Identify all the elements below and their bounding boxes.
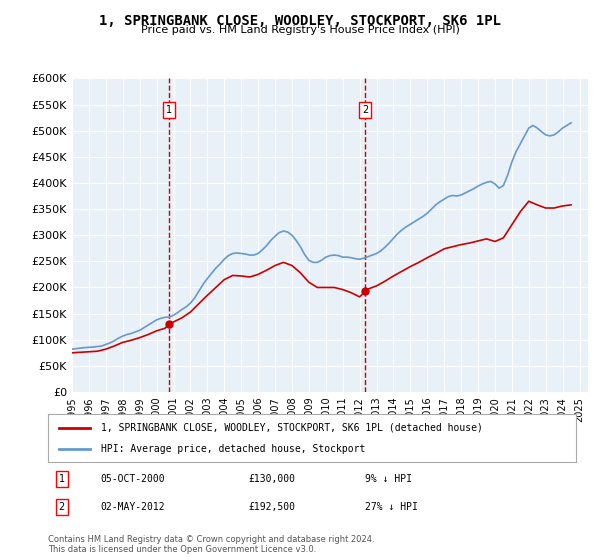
- Text: 1: 1: [166, 105, 172, 115]
- Text: 2: 2: [362, 105, 368, 115]
- Text: Price paid vs. HM Land Registry's House Price Index (HPI): Price paid vs. HM Land Registry's House …: [140, 25, 460, 35]
- Text: Contains HM Land Registry data © Crown copyright and database right 2024.
This d: Contains HM Land Registry data © Crown c…: [48, 535, 374, 554]
- Text: 1, SPRINGBANK CLOSE, WOODLEY, STOCKPORT, SK6 1PL: 1, SPRINGBANK CLOSE, WOODLEY, STOCKPORT,…: [99, 14, 501, 28]
- Text: £192,500: £192,500: [248, 502, 296, 512]
- Text: 2: 2: [59, 502, 65, 512]
- Text: HPI: Average price, detached house, Stockport: HPI: Average price, detached house, Stoc…: [101, 444, 365, 454]
- Text: 02-MAY-2012: 02-MAY-2012: [101, 502, 166, 512]
- Text: 1: 1: [59, 474, 65, 484]
- Text: 05-OCT-2000: 05-OCT-2000: [101, 474, 166, 484]
- Text: 1, SPRINGBANK CLOSE, WOODLEY, STOCKPORT, SK6 1PL (detached house): 1, SPRINGBANK CLOSE, WOODLEY, STOCKPORT,…: [101, 423, 482, 433]
- Text: 27% ↓ HPI: 27% ↓ HPI: [365, 502, 418, 512]
- Text: 9% ↓ HPI: 9% ↓ HPI: [365, 474, 412, 484]
- Text: £130,000: £130,000: [248, 474, 296, 484]
